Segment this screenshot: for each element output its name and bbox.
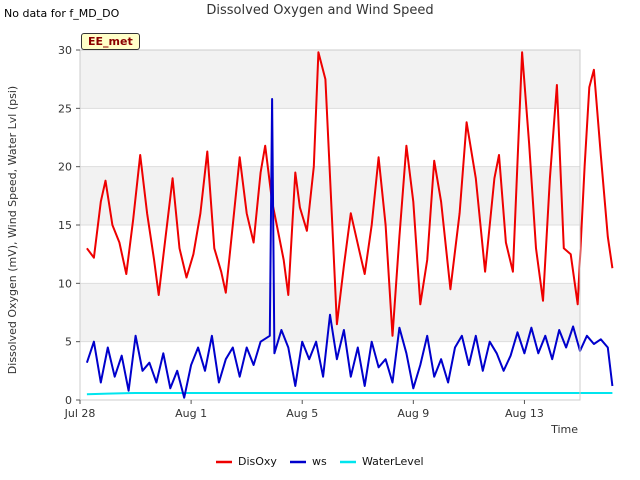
legend-label: ws — [312, 455, 327, 468]
no-data-note: No data for f_MD_DO — [4, 7, 120, 20]
x-tick-label: Aug 5 — [286, 407, 318, 420]
x-tick-label: Jul 28 — [64, 407, 96, 420]
series-layer — [85, 51, 614, 399]
y-tick-label: 25 — [58, 102, 72, 115]
x-axis-label: Time — [550, 423, 578, 436]
chart-title: Dissolved Oxygen and Wind Speed — [206, 3, 434, 18]
legend-label: DisOxy — [238, 455, 277, 468]
y-tick-label: 30 — [58, 44, 72, 57]
y-tick-label: 10 — [58, 277, 72, 290]
x-tick-label: Aug 13 — [505, 407, 544, 420]
station-tag: EE_met — [81, 33, 140, 50]
y-tick-label: 5 — [65, 336, 72, 349]
legend-label: WaterLevel — [362, 455, 424, 468]
x-tick-label: Aug 9 — [397, 407, 429, 420]
series-line-waterlevel — [86, 392, 613, 396]
y-axis-label: Dissolved Oxygen (mV), Wind Speed, Water… — [6, 86, 19, 374]
y-tick-label: 20 — [58, 161, 72, 174]
y-tick-label: 15 — [58, 219, 72, 232]
series-line-disoxy — [86, 51, 614, 337]
x-axis-ticks: Jul 28 Aug 1 Aug 5 Aug 9 Aug 13 — [64, 400, 544, 420]
series-line-ws — [85, 98, 614, 399]
background-band — [80, 283, 580, 342]
background-band — [80, 50, 580, 109]
y-tick-label: 0 — [65, 394, 72, 407]
x-tick-label: Aug 1 — [175, 407, 207, 420]
y-axis-ticks: 0 5 10 15 20 25 30 — [58, 44, 80, 407]
legend: DisOxy ws WaterLevel — [216, 455, 424, 468]
